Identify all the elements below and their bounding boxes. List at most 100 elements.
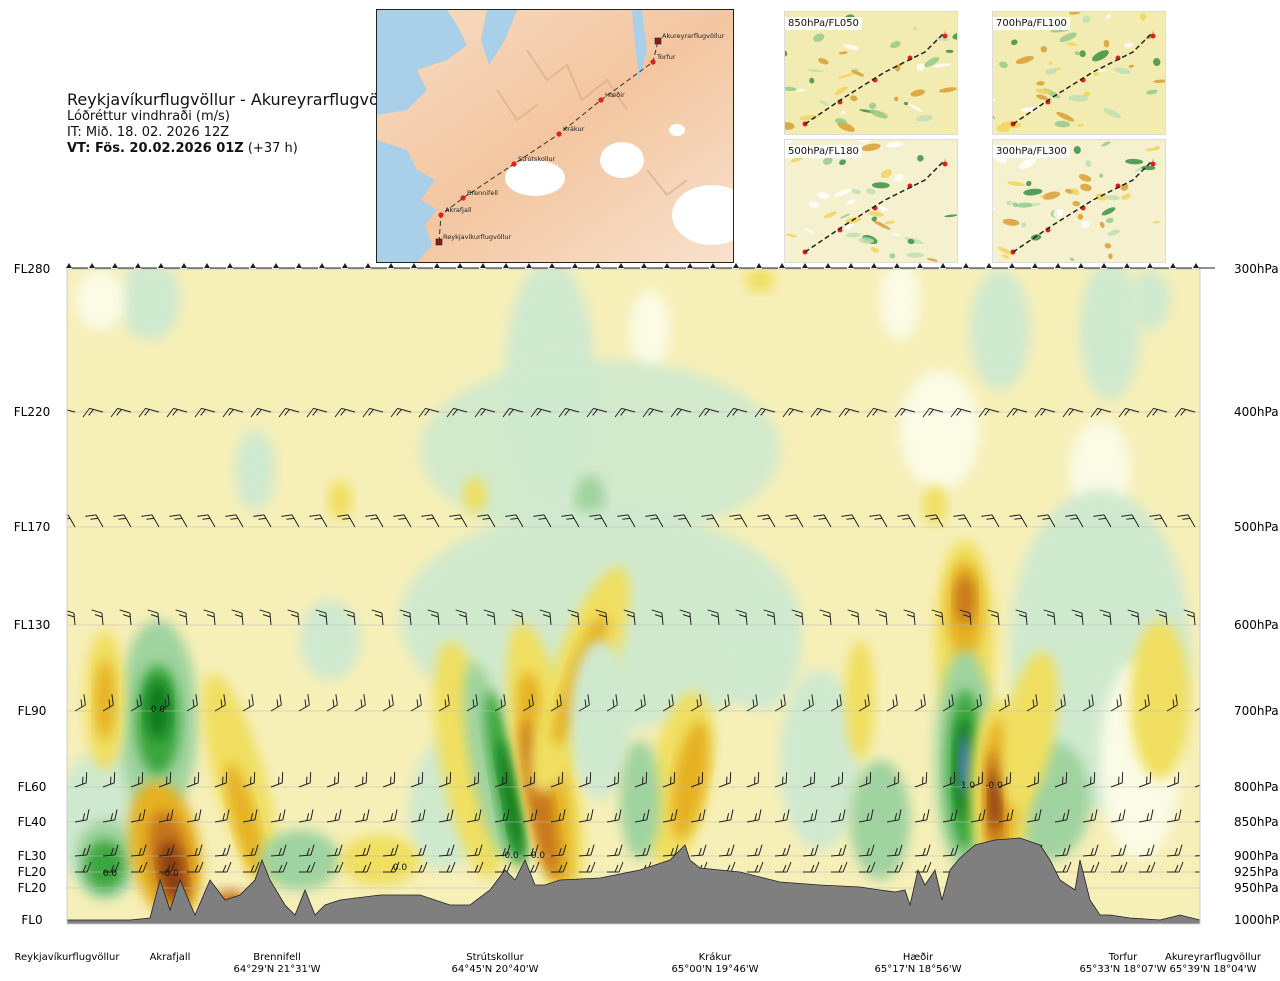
velocity-contour xyxy=(225,761,265,879)
wind-barb xyxy=(931,609,944,626)
flight-level-label: FL130 xyxy=(14,618,51,632)
map-point-marker xyxy=(598,97,604,103)
fjord-shape xyxy=(481,10,517,65)
wind-barb xyxy=(418,407,440,418)
location-name-label: Akrafjall xyxy=(150,952,191,963)
wind-barb xyxy=(942,694,954,712)
thumbnail-field-blob xyxy=(884,220,895,225)
thumbnail-field-blob xyxy=(1121,193,1131,200)
wind-barb xyxy=(91,609,104,626)
thumbnail-field-blob xyxy=(804,228,814,234)
wind-barb xyxy=(186,772,200,788)
wind-barb xyxy=(606,844,623,857)
flight-level-label: FL0 xyxy=(21,913,42,927)
wind-barb xyxy=(242,694,254,712)
velocity-contour xyxy=(745,269,775,292)
wind-barb xyxy=(690,844,707,857)
wind-barb xyxy=(987,609,1000,626)
thumbnail-field-blob xyxy=(890,41,901,49)
thumbnail-300hpa[interactable]: 300hPa/FL300 xyxy=(992,139,1166,263)
wind-barb xyxy=(634,809,650,823)
thumbnail-field-blob xyxy=(1082,91,1091,97)
thumbnail-label: 700hPa/FL100 xyxy=(993,17,1070,30)
wind-barb xyxy=(841,514,860,528)
wind-barb xyxy=(438,844,455,857)
wind-barb xyxy=(595,263,617,269)
wind-barb xyxy=(726,407,748,418)
wind-barb xyxy=(89,263,111,269)
thumbnail-500hpa[interactable]: 500hPa/FL180 xyxy=(784,139,958,263)
thumbnail-field-blob xyxy=(823,211,837,219)
velocity-contour xyxy=(1001,651,1059,809)
thumbnail-field-blob xyxy=(869,109,888,119)
wind-barb xyxy=(858,844,875,857)
velocity-contour xyxy=(75,270,125,330)
thumbnail-pattern xyxy=(785,12,957,134)
location-name-label: Krákur xyxy=(699,951,733,963)
wind-barb xyxy=(942,844,959,857)
wind-barb xyxy=(662,772,676,788)
wind-barb xyxy=(642,407,664,418)
wind-barb xyxy=(355,861,372,873)
wind-barb xyxy=(388,263,410,269)
wind-barb xyxy=(775,861,792,873)
wind-barb xyxy=(848,263,870,269)
wind-barb xyxy=(135,263,157,269)
wind-barb xyxy=(903,609,916,626)
wind-barb xyxy=(1111,861,1128,873)
wind-barb xyxy=(371,609,384,626)
wind-barb xyxy=(197,514,216,528)
wind-barb xyxy=(138,407,160,418)
wind-barb xyxy=(963,263,985,269)
thumbnail-route-point xyxy=(1150,161,1156,167)
wind-barb xyxy=(578,772,592,788)
wind-barb xyxy=(130,809,146,823)
wind-barb xyxy=(214,844,231,857)
wind-barb xyxy=(354,694,366,712)
wind-barb xyxy=(102,694,114,712)
wind-barb xyxy=(1054,809,1070,823)
thumbnail-field-blob xyxy=(822,157,833,165)
thumbnail-field-blob xyxy=(868,211,884,217)
location-coord-label: 65°17'N 18°56'W xyxy=(875,964,962,975)
wind-barb xyxy=(1166,694,1178,712)
map-place-label: Reykjavíkurflugvöllur xyxy=(443,233,512,241)
thumbnail-field-blob xyxy=(1114,67,1131,75)
location-coord-label: 65°33'N 18°07'W xyxy=(1080,964,1167,975)
wind-barb xyxy=(606,694,618,712)
wind-barb xyxy=(1082,772,1096,788)
thumbnail-field-blob xyxy=(1076,123,1084,127)
thumbnail-field-blob xyxy=(850,69,865,77)
thumbnail-field-blob xyxy=(1072,201,1081,207)
wind-barb xyxy=(1065,514,1084,528)
thumbnail-700hpa[interactable]: 700hPa/FL100 xyxy=(992,11,1166,135)
wind-barb xyxy=(253,514,272,528)
wind-barb xyxy=(687,263,709,269)
wind-barb xyxy=(634,772,648,788)
wind-barb xyxy=(1139,861,1156,873)
thumbnail-field-blob xyxy=(859,140,871,143)
wind-barb xyxy=(578,809,594,823)
wind-barb xyxy=(1121,514,1140,528)
wind-barb xyxy=(112,263,134,269)
wind-barb xyxy=(651,609,664,626)
thumbnail-field-blob xyxy=(785,86,797,92)
flight-level-label: FL20 xyxy=(18,881,47,895)
wind-barb xyxy=(1110,809,1126,823)
wind-barb xyxy=(1055,263,1077,269)
wind-barb xyxy=(505,514,524,528)
wind-barb xyxy=(782,407,804,418)
wind-barb xyxy=(131,861,148,873)
velocity-contour xyxy=(85,840,125,890)
wind-barb xyxy=(175,609,188,626)
wind-barb xyxy=(103,861,120,873)
thumbnail-field-blob xyxy=(871,216,877,222)
wind-barb xyxy=(1090,407,1112,418)
wind-barb xyxy=(645,514,664,528)
thumbnail-850hpa[interactable]: 850hPa/FL050 xyxy=(784,11,958,135)
contour-value-label: 0.0 xyxy=(103,869,118,879)
thumbnail-field-blob xyxy=(1068,94,1088,102)
wind-barb xyxy=(225,514,244,528)
thumbnail-field-blob xyxy=(818,58,829,65)
pressure-level-label: 700hPa xyxy=(1234,704,1279,718)
